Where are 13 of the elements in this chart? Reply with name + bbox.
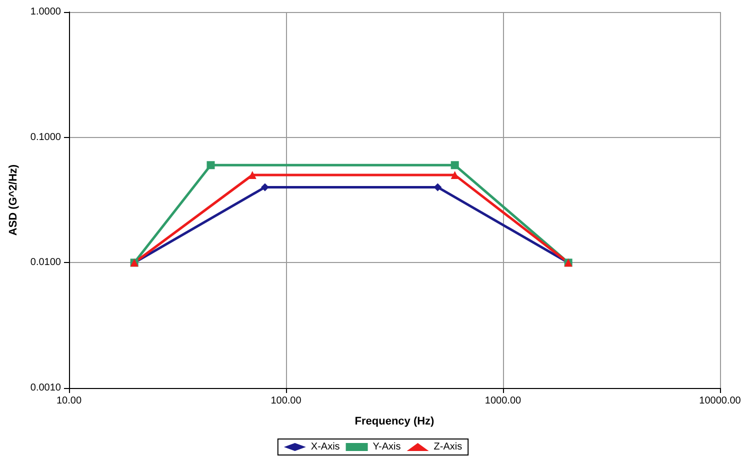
- y-tick-label: 0.1000: [30, 132, 62, 143]
- x-tick-label: 10000.00: [699, 396, 742, 406]
- y-tick-label: 1.0000: [30, 6, 62, 18]
- legend-label: Y-Axis: [372, 442, 401, 452]
- x-tick-label: 1000.00: [484, 396, 522, 406]
- legend-label: Z-Axis: [434, 442, 462, 452]
- legend-label: X-Axis: [310, 442, 340, 452]
- y-tick-label: 0.0100: [30, 257, 62, 268]
- x-tick-label: 100.00: [270, 396, 302, 406]
- y-axis-title: ASD (G^2/Hz): [8, 164, 20, 236]
- y-tick-label: 0.0010: [30, 382, 62, 394]
- x-tick-label: 10.00: [56, 396, 82, 406]
- x-axis-title: Frequency (Hz): [354, 416, 435, 428]
